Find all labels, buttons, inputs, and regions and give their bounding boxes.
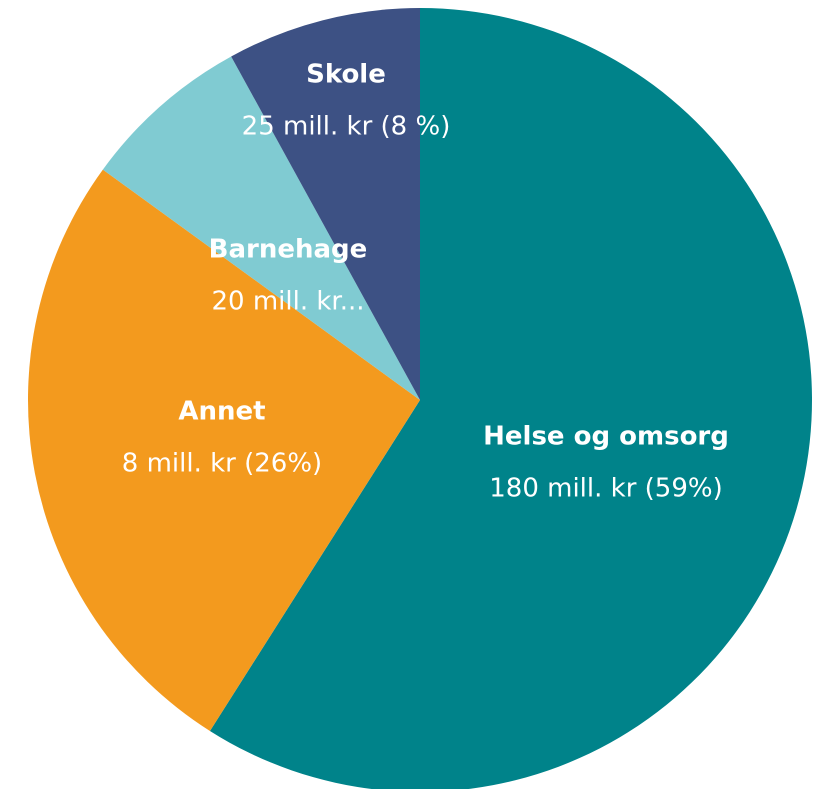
slice-label: Skole <box>306 60 386 90</box>
value-label: 20 mill. kr... <box>211 287 364 317</box>
slice-label: Barnehage <box>209 235 368 265</box>
pie-slice <box>27 169 421 731</box>
pie-slice <box>231 8 420 400</box>
pie-slice <box>209 8 812 789</box>
value-label: 180 mill. kr (59%) <box>489 474 723 504</box>
slice-label: Helse og omsorg <box>483 422 729 452</box>
value-label: 25 mill. kr (8 %) <box>242 112 451 142</box>
pie <box>27 8 812 789</box>
labels: Helse og omsorg 180 mill. kr (59%) Annet 8 … <box>122 60 729 504</box>
pie-slice <box>102 56 420 400</box>
value-label: 8 mill. kr (26%) <box>122 449 322 479</box>
slice-label: Annet <box>178 397 265 427</box>
